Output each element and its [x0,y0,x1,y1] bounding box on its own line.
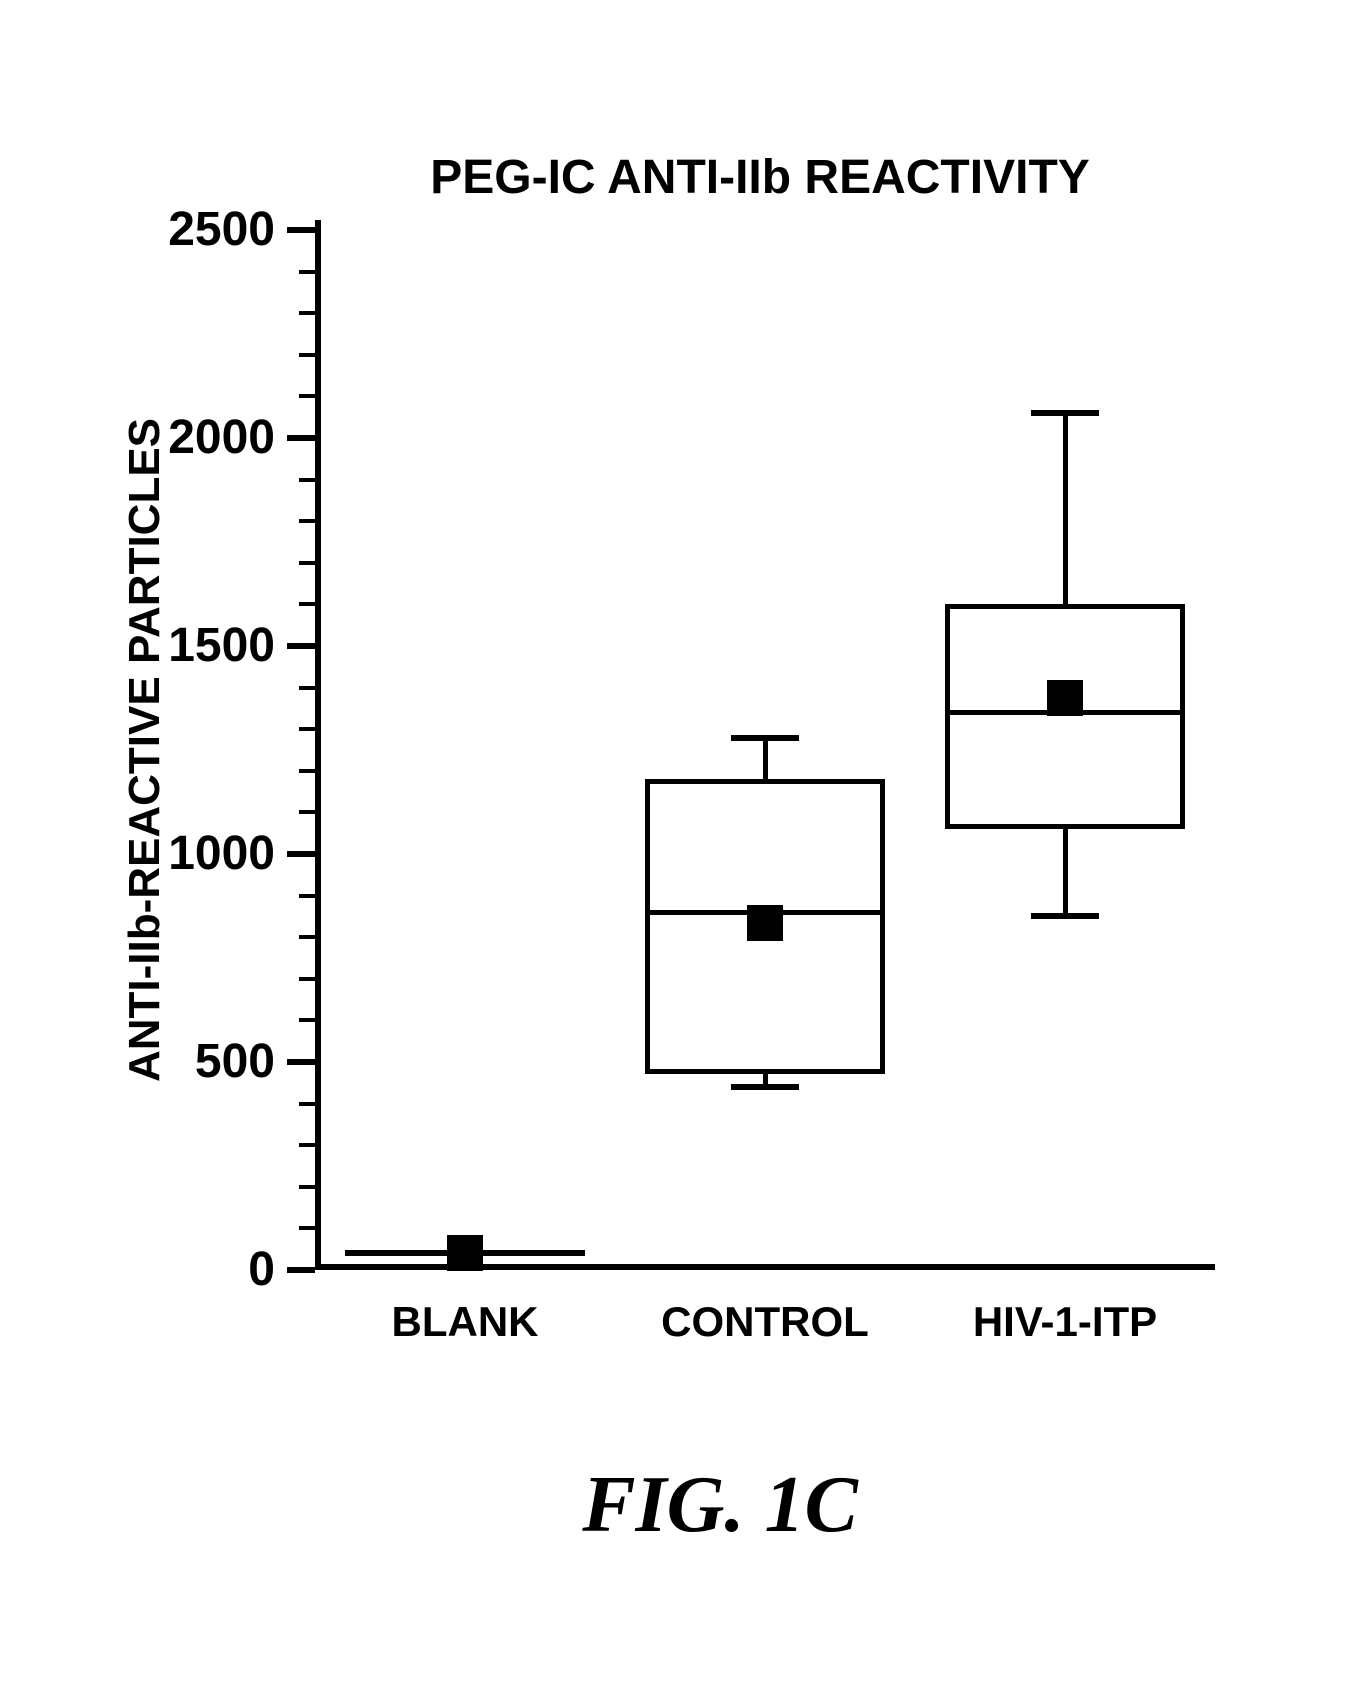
y-minor-tick [299,810,315,814]
y-minor-tick [299,394,315,398]
y-tick-label: 2500 [168,202,275,257]
y-axis-label: ANTI-IIb-REACTIVE PARTICLES [120,418,170,1082]
y-minor-tick [299,561,315,565]
y-minor-tick [299,353,315,357]
y-tick [287,1267,315,1273]
y-minor-tick [299,311,315,315]
y-tick [287,435,315,441]
y-minor-tick [299,769,315,773]
x-category-label: HIV-1-ITP [973,1298,1157,1346]
y-minor-tick [299,894,315,898]
whisker-cap-upper [1031,410,1098,416]
mean-marker [1047,680,1083,716]
whisker-cap-lower [731,1084,798,1090]
y-tick [287,1059,315,1065]
y-minor-tick [299,478,315,482]
y-axis-line [315,220,321,1270]
y-minor-tick [299,602,315,606]
y-minor-tick [299,727,315,731]
y-minor-tick [299,1102,315,1106]
whisker-upper [1063,413,1068,604]
y-minor-tick [299,270,315,274]
x-category-label: BLANK [392,1298,539,1346]
plot-area: 05001000150020002500BLANKCONTROLHIV-1-IT… [315,230,1215,1270]
mean-marker [447,1235,483,1271]
whisker-cap-lower [1031,913,1098,919]
box [945,604,1185,829]
whisker-lower [1063,829,1068,916]
chart-title: PEG-IC ANTI-IIb REACTIVITY [430,150,1090,205]
y-tick [287,227,315,233]
y-minor-tick [299,686,315,690]
y-minor-tick [299,977,315,981]
y-tick-label: 500 [195,1034,275,1089]
y-tick-label: 0 [248,1242,275,1297]
y-minor-tick [299,1143,315,1147]
y-tick-label: 1000 [168,826,275,881]
y-minor-tick [299,1226,315,1230]
y-tick [287,851,315,857]
page: PEG-IC ANTI-IIb REACTIVITY ANTI-IIb-REAC… [0,0,1370,1689]
y-minor-tick [299,1018,315,1022]
mean-marker [747,905,783,941]
whisker-cap-upper [731,735,798,741]
y-tick [287,643,315,649]
y-tick-label: 1500 [168,618,275,673]
x-category-label: CONTROL [661,1298,869,1346]
y-minor-tick [299,1185,315,1189]
y-minor-tick [299,935,315,939]
whisker-upper [763,738,768,780]
y-tick-label: 2000 [168,410,275,465]
y-minor-tick [299,519,315,523]
figure-caption: FIG. 1C [582,1460,858,1551]
